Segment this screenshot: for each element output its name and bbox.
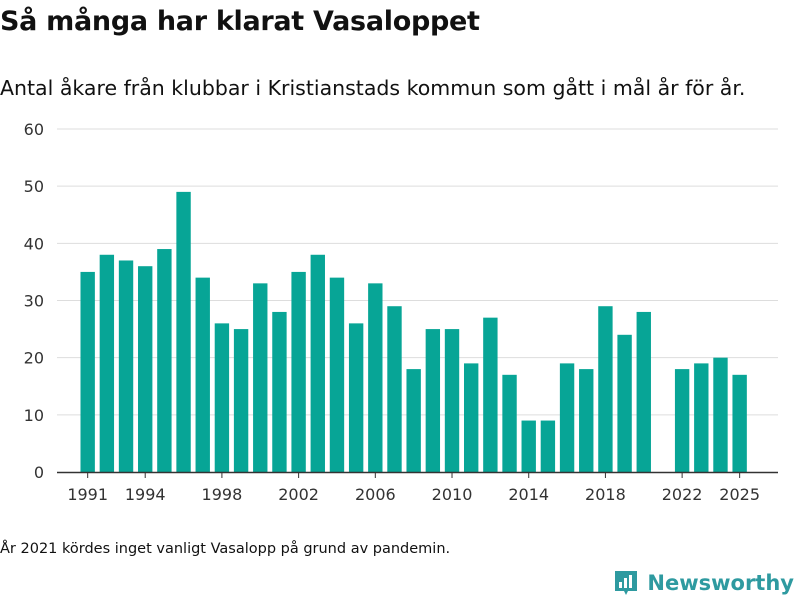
bar-1996 (176, 191, 191, 472)
x-tick-label: 2002 (278, 485, 319, 504)
bar-2011 (464, 363, 479, 472)
y-tick-label: 30 (24, 292, 44, 311)
x-tick-label: 2018 (585, 485, 626, 504)
bar-chart: 0 10 20 30 40 50 60 1991 1994 1998 2002 2006 2010 201… (24, 120, 778, 504)
bar-2013 (502, 374, 517, 472)
chart-title: Så många har klarat Vasaloppet (0, 6, 480, 37)
bar-1993 (118, 260, 134, 472)
y-tick-label: 40 (24, 234, 44, 253)
y-tick-label: 0 (34, 463, 44, 482)
bar-1998 (214, 323, 230, 472)
bar-2018 (598, 306, 613, 472)
x-tick-label: 1998 (202, 485, 243, 504)
x-tick-label: 1994 (125, 485, 166, 504)
bar-1997 (195, 277, 210, 472)
bar-1999 (233, 329, 249, 472)
y-tick-label: 50 (24, 177, 44, 196)
bar-2008 (406, 369, 421, 472)
x-tick-label: 1991 (67, 485, 108, 504)
bar-2022 (674, 369, 690, 472)
footnote: År 2021 kördes inget vanligt Vasalopp på… (0, 541, 451, 557)
bar-2002 (291, 271, 306, 472)
y-tick-label: 10 (24, 406, 44, 425)
bar-1991 (80, 271, 95, 472)
bar-2024 (713, 357, 728, 472)
bar-2003 (310, 254, 325, 472)
x-tick-label: 2010 (432, 485, 473, 504)
bar-1994 (138, 266, 153, 472)
bar-2000 (253, 283, 268, 472)
bar-2014 (521, 420, 536, 472)
bar-2019 (617, 334, 632, 472)
y-tick-label: 60 (24, 120, 44, 139)
bar-2023 (694, 363, 709, 472)
x-tick-label: 2022 (662, 485, 703, 504)
bar-2016 (559, 363, 575, 472)
bar-2020 (636, 311, 651, 472)
bar-2017 (579, 369, 594, 472)
bar-chart-logo-icon (615, 571, 638, 595)
brand-logo: Newsworthy (613, 567, 794, 599)
bar-2004 (329, 277, 345, 472)
bar-1995 (157, 249, 172, 472)
y-tick-label: 20 (24, 349, 44, 368)
bar-2012 (483, 317, 498, 472)
bar-2006 (368, 283, 383, 472)
bar-2010 (444, 329, 460, 472)
chart-subtitle: Antal åkare från klubbar i Kristianstads… (0, 76, 746, 100)
x-tick-label: 2014 (508, 485, 549, 504)
bar-2005 (348, 323, 364, 472)
bar-2001 (272, 311, 287, 472)
x-tick-label: 2006 (355, 485, 396, 504)
bar-1992 (99, 254, 115, 472)
bar-2025 (732, 374, 747, 472)
bar-2007 (387, 306, 402, 472)
brand-name: Newsworthy (647, 571, 794, 595)
bar-2009 (425, 329, 441, 472)
x-tick-label: 2025 (719, 485, 760, 504)
bar-2015 (540, 420, 556, 472)
